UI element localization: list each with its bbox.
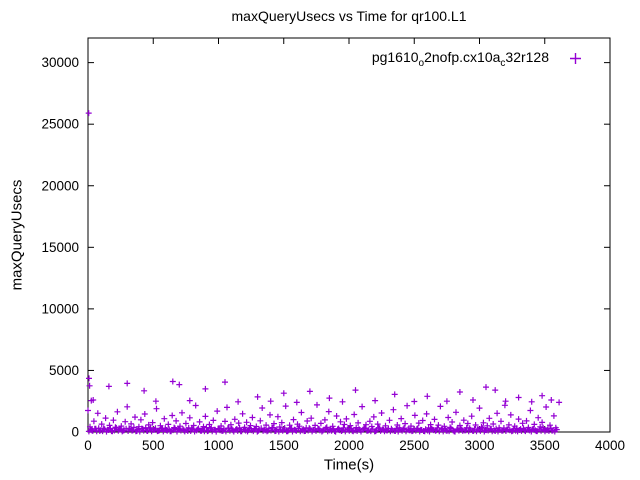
x-tick-label: 3000 xyxy=(464,438,494,453)
scatter-points xyxy=(85,110,563,435)
x-axis-label: Time(s) xyxy=(323,456,375,474)
x-tick-label: 1000 xyxy=(203,438,233,453)
x-tick-label: 2000 xyxy=(334,438,364,453)
legend-plus-marker-icon xyxy=(570,53,581,65)
x-tick-label: 1500 xyxy=(269,438,299,453)
legend-series-label: pg1610o2nofp.cx10ac32r128 xyxy=(372,49,549,69)
x-tick-label: 500 xyxy=(142,438,165,453)
legend-label-segment: 32r128 xyxy=(505,49,549,65)
x-tick-label: 4000 xyxy=(595,438,625,453)
legend-label-segment: pg1610 xyxy=(371,49,419,65)
y-tick-label: 10000 xyxy=(41,301,79,316)
legend: pg1610o2nofp.cx10ac32r128 xyxy=(372,49,582,69)
legend-label-segment: 2nofp.cx10a xyxy=(424,49,501,65)
y-tick-label: 5000 xyxy=(49,363,79,378)
legend-label-subscript: c xyxy=(500,57,506,69)
plot-border xyxy=(87,37,611,433)
x-tick-label: 0 xyxy=(84,438,92,453)
y-tick-label: 20000 xyxy=(41,178,79,193)
legend-label-subscript: o xyxy=(418,57,425,69)
chart-title: maxQueryUsecs vs Time for qr100.L1 xyxy=(231,8,467,24)
x-tick-label: 3500 xyxy=(530,438,560,453)
y-tick-label: 30000 xyxy=(41,55,79,70)
y-tick-label: 15000 xyxy=(41,240,79,255)
y-axis-label: maxQueryUsecs xyxy=(8,179,26,291)
y-tick-label: 25000 xyxy=(41,117,79,132)
x-tick-label: 2500 xyxy=(399,438,429,453)
y-tick-label: 0 xyxy=(71,425,79,440)
